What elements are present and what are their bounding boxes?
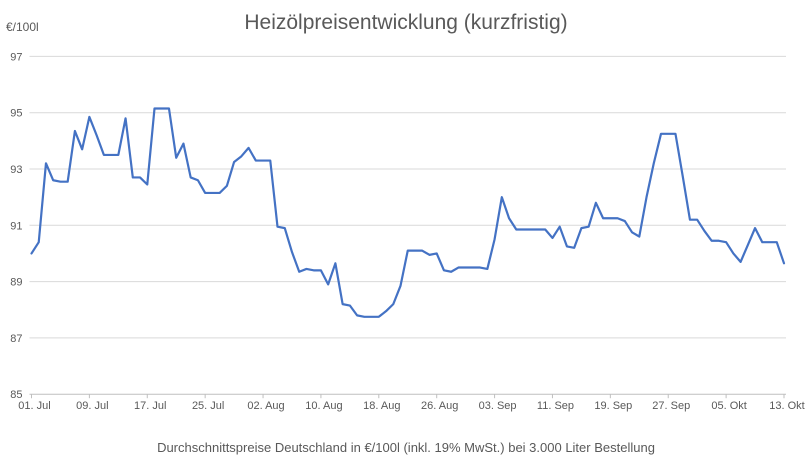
chart-title: Heizölpreisentwicklung (kurzfristig) — [244, 11, 568, 34]
y-tick-label: 93 — [10, 164, 22, 176]
y-tick-label: 91 — [10, 220, 22, 232]
y-tick-label: 87 — [10, 333, 22, 345]
x-tick-label: 11. Sep — [537, 400, 574, 412]
x-tick-label: 05. Okt — [711, 400, 746, 412]
x-tick-label: 25. Jul — [192, 400, 224, 412]
y-tick-label: 95 — [10, 108, 22, 120]
y-tick-label: 85 — [10, 389, 22, 401]
y-tick-label: 89 — [10, 277, 22, 289]
x-tick-label: 01. Jul — [18, 400, 50, 412]
y-tick-label: 97 — [10, 51, 22, 63]
price-line — [30, 107, 786, 318]
y-axis-unit-label: €/100l — [6, 20, 39, 34]
x-tick-label: 02. Aug — [247, 400, 284, 412]
x-tick-label: 09. Jul — [76, 400, 108, 412]
chart-footnote: Durchschnittspreise Deutschland in €/100… — [157, 440, 655, 455]
x-tick-label: 10. Aug — [305, 400, 342, 412]
x-tick-label: 18. Aug — [363, 400, 400, 412]
x-tick-label: 19. Sep — [594, 400, 632, 412]
x-tick-label: 26. Aug — [421, 400, 458, 412]
x-tick-label: 17. Jul — [134, 400, 166, 412]
x-tick-label: 27. Sep — [652, 400, 690, 412]
x-tick-label: 03. Sep — [479, 400, 517, 412]
x-tick-label: 13. Okt — [769, 400, 804, 412]
